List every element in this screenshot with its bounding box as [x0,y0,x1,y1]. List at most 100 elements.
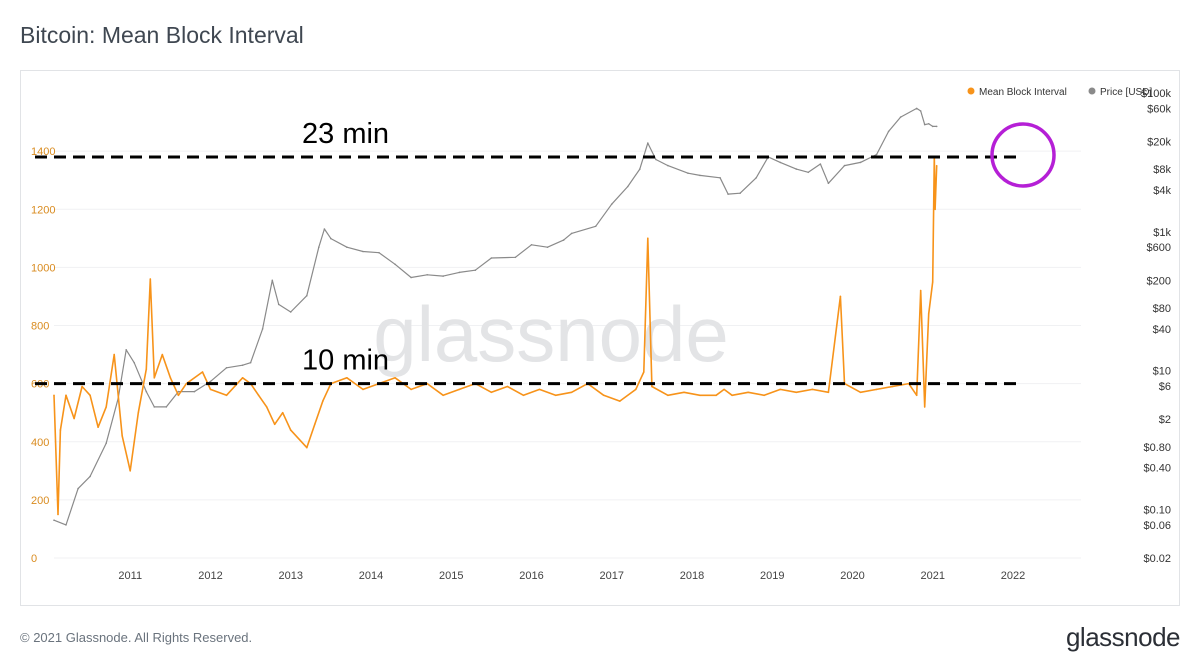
price-point-3 [89,475,91,478]
right-tick-label: $100k [1141,88,1171,100]
price-point-48 [699,174,701,177]
right-tick-label: $0.80 [1143,442,1171,454]
interval-point-3 [65,394,67,397]
price-point-8 [145,390,148,393]
interval-point-70 [859,391,862,394]
interval-point-59 [715,394,717,397]
right-tick-label: $0.10 [1143,504,1171,516]
left-tick-label: 400 [31,437,49,449]
price-point-67 [927,123,930,125]
interval-point-16 [161,353,164,356]
price-point-7 [133,361,135,364]
chart-canvas: glassnode 0200400600800100012001400 $100… [31,87,1171,582]
price-point-9 [153,406,156,408]
right-tick-label: $60k [1147,103,1171,115]
interval-point-43 [490,391,493,394]
right-tick-label: $1k [1153,227,1171,239]
left-tick-label: 200 [31,495,49,507]
price-point-63 [899,116,902,118]
footer-copyright: © 2021 Glassnode. All Rights Reserved. [20,630,253,645]
legend-mean-block-interval[interactable]: Mean Block Interval [967,87,1067,98]
interval-point-6 [89,394,91,397]
interval-point-71 [875,388,878,391]
interval-point-47 [554,394,557,397]
interval-point-26 [265,406,268,408]
price-point-17 [261,328,264,330]
price-point-54 [779,161,782,164]
interval-point-34 [346,377,348,379]
interval-point-52 [635,388,637,391]
interval-point-30 [306,446,308,449]
price-point-18 [271,279,274,282]
price-point-52 [755,177,757,179]
interval-point-28 [281,411,284,414]
interval-point-58 [699,394,701,397]
right-tick-label: $200 [1147,275,1171,287]
price-point-20 [289,311,292,313]
interval-point-20 [201,371,204,373]
legend: Mean Block Interval Price [USD] [967,87,1153,98]
legend-label: Price [USD] [1100,87,1152,98]
right-axis-ticks: $100k $60k $20k $8k $4k $1k $600 $200 $80 $40 $10 $… [1141,88,1171,565]
interval-point-15 [153,377,156,379]
price-point-34 [490,257,493,259]
interval-point-21 [209,388,212,391]
price-point-19 [277,303,280,306]
legend-dot [967,87,975,95]
price-point-15 [241,364,244,367]
price-point-4 [105,442,107,445]
interval-point-23 [241,377,244,379]
interval-point-38 [410,388,412,391]
price-point-16 [249,361,252,364]
price-point-27 [378,251,380,254]
label-23-min: 23 min [302,118,389,150]
x-tick-label: 2016 [519,570,543,582]
right-tick-label: $600 [1147,242,1171,254]
interval-point-81 [935,164,938,167]
left-tick-label: 1000 [31,262,55,274]
x-tick-label: 2021 [920,570,944,582]
price-point-50 [727,193,729,195]
x-tick-label: 2011 [118,570,142,582]
interval-point-54 [647,237,649,240]
interval-point-72 [891,385,894,388]
price-point-49 [719,177,721,179]
interval-point-63 [763,394,765,397]
right-tick-label: $0.02 [1143,553,1171,565]
price-point-56 [807,171,810,174]
price-point-42 [627,185,629,188]
interval-point-0 [53,394,55,397]
right-tick-label: $20k [1147,137,1171,149]
interval-point-62 [747,391,749,394]
footer-logo[interactable]: glassnode [1065,622,1181,652]
x-tick-label: 2019 [760,570,784,582]
price-point-31 [442,275,445,277]
price-point-46 [667,164,669,167]
right-tick-label: $40 [1153,324,1171,336]
interval-point-60 [723,388,725,391]
price-point-25 [346,246,348,248]
right-tick-label: $2 [1159,414,1171,426]
price-point-23 [323,228,326,230]
interval-point-37 [394,377,396,379]
legend-price-usd[interactable]: Price [USD] [1088,87,1153,98]
left-tick-label: 1400 [31,146,55,158]
price-point-61 [875,153,878,156]
x-tick-label: 2020 [840,570,864,582]
interval-point-46 [538,388,541,391]
x-tick-label: 2013 [278,570,302,582]
interval-point-55 [651,385,653,388]
chart-panel: glassnode 0200400600800100012001400 $100… [20,70,1180,606]
interval-point-56 [667,394,669,397]
interval-point-65 [795,391,798,394]
price-point-60 [859,161,862,164]
right-tick-label: $0.40 [1143,463,1171,475]
price-point-47 [687,172,689,174]
price-point-68 [931,125,934,128]
price-point-1 [65,524,67,526]
price-point-21 [306,294,308,297]
price-point-29 [410,276,412,279]
interval-point-51 [619,400,621,402]
x-tick-label: 2018 [680,570,704,582]
price-point-69 [935,125,938,128]
